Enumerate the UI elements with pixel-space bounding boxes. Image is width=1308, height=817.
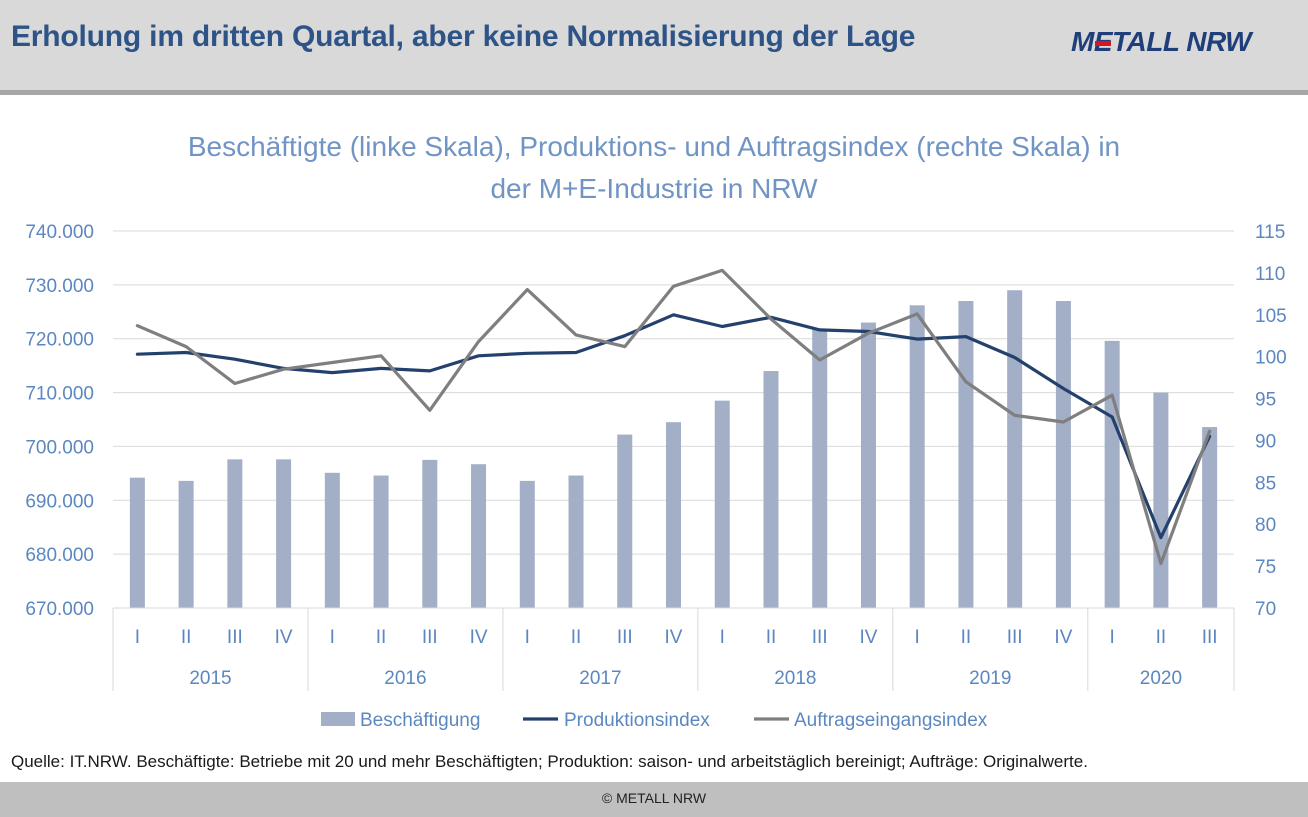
quarter-tick-label: III: [617, 627, 633, 648]
right-axis-tick-label: 105: [1255, 306, 1287, 327]
year-label: 2017: [579, 668, 621, 689]
bar-beschaeftigung: [1055, 301, 1071, 608]
footer-bar: © METALL NRW: [0, 782, 1308, 817]
quarter-tick-label: II: [766, 627, 777, 648]
quarter-tick-label: I: [525, 627, 530, 648]
bar-beschaeftigung: [129, 477, 145, 608]
bar-beschaeftigung: [812, 329, 828, 608]
bar-beschaeftigung: [1007, 290, 1023, 608]
left-axis-tick-label: 740.000: [25, 222, 94, 243]
quarter-tick-label: II: [571, 627, 582, 648]
legend-label-produktionsindex: Produktionsindex: [564, 710, 710, 731]
bar-beschaeftigung: [763, 371, 779, 608]
bar-beschaeftigung: [373, 475, 389, 608]
quarter-tick-label: II: [1156, 627, 1167, 648]
left-axis-tick-label: 680.000: [25, 545, 94, 566]
quarter-tick-label: II: [376, 627, 387, 648]
header-bar: Erholung im dritten Quartal, aber keine …: [0, 0, 1308, 95]
source-note: Quelle: IT.NRW. Beschäftigte: Betriebe m…: [11, 752, 1088, 771]
bar-beschaeftigung: [471, 464, 487, 608]
chart-title-line-2: der M+E-Industrie in NRW: [490, 173, 818, 204]
left-axis-tick-label: 710.000: [25, 384, 94, 405]
left-axis-tick-label: 700.000: [25, 437, 94, 458]
quarter-tick-label: III: [812, 627, 828, 648]
bar-beschaeftigung: [958, 301, 974, 608]
bar-beschaeftigung: [178, 480, 194, 608]
left-axis-tick-label: 720.000: [25, 330, 94, 351]
footer-copyright: © METALL NRW: [601, 790, 707, 806]
left-axis-tick-label: 690.000: [25, 491, 94, 512]
quarter-tick-label: I: [135, 627, 140, 648]
right-axis-tick-label: 80: [1255, 515, 1276, 536]
bar-beschaeftigung: [714, 400, 730, 608]
bar-beschaeftigung: [909, 305, 925, 608]
quarter-tick-label: I: [915, 627, 920, 648]
year-label: 2018: [774, 668, 816, 689]
bar-beschaeftigung: [568, 475, 584, 608]
chart-title: Beschäftigte (linke Skala), Produktions-…: [0, 126, 1308, 210]
quarter-tick-label: I: [330, 627, 335, 648]
bar-beschaeftigung: [860, 322, 876, 608]
quarter-tick-label: II: [181, 627, 192, 648]
line-produktionsindex: [135, 313, 1212, 540]
left-axis-tick-label: 730.000: [25, 276, 94, 297]
right-axis-tick-label: 95: [1255, 390, 1276, 411]
right-axis-tick-label: 90: [1255, 431, 1276, 452]
quarter-tick-label: IV: [1054, 627, 1072, 648]
year-label: 2015: [189, 668, 231, 689]
bar-beschaeftigung: [276, 459, 292, 608]
left-axis-tick-label: 670.000: [25, 599, 94, 620]
right-axis-tick-label: 70: [1255, 599, 1276, 620]
bar-beschaeftigung: [666, 422, 681, 608]
bar-beschaeftigung: [422, 459, 438, 608]
bar-beschaeftigung: [1202, 427, 1218, 608]
bar-beschaeftigung: [617, 434, 633, 608]
quarter-tick-label: II: [961, 627, 972, 648]
quarter-tick-label: III: [1202, 627, 1218, 648]
bar-beschaeftigung: [227, 459, 243, 608]
quarter-tick-label: IV: [275, 627, 293, 648]
legend-label-auftragseingangsindex: Auftragseingangsindex: [794, 710, 988, 731]
quarter-tick-label: III: [422, 627, 438, 648]
year-label: 2019: [969, 668, 1011, 689]
quarter-tick-label: IV: [859, 627, 877, 648]
line-auftragseingangsindex: [135, 268, 1212, 566]
year-label: 2020: [1140, 668, 1182, 689]
right-axis-tick-label: 115: [1255, 222, 1285, 243]
quarter-tick-label: I: [1110, 627, 1115, 648]
bar-beschaeftigung: [1153, 392, 1169, 608]
legend-label-beschaeftigung: Beschäftigung: [360, 710, 480, 731]
right-axis-tick-label: 110: [1255, 264, 1285, 285]
combo-chart: 670.000 680.000 690.000 700.000 710.000 720.0…: [25, 222, 1287, 731]
right-axis-tick-label: 85: [1255, 473, 1276, 494]
quarter-tick-label: III: [1007, 627, 1023, 648]
bar-beschaeftigung: [519, 480, 535, 608]
year-label: 2016: [384, 668, 426, 689]
right-axis-tick-label: 75: [1255, 557, 1276, 578]
quarter-tick-label: III: [227, 627, 243, 648]
metall-nrw-logo: METALL NRW: [1071, 26, 1252, 57]
bar-beschaeftigung: [324, 472, 340, 608]
bar-beschaeftigung: [1104, 340, 1120, 608]
quarter-tick-label: I: [720, 627, 725, 648]
quarter-tick-label: IV: [470, 627, 488, 648]
right-axis-tick-label: 100: [1255, 348, 1287, 369]
page-title: Erholung im dritten Quartal, aber keine …: [11, 20, 916, 53]
legend-swatch-beschaeftigung: [321, 712, 355, 726]
chart-title-line-1: Beschäftigte (linke Skala), Produktions-…: [187, 131, 1121, 162]
quarter-tick-label: IV: [665, 627, 683, 648]
